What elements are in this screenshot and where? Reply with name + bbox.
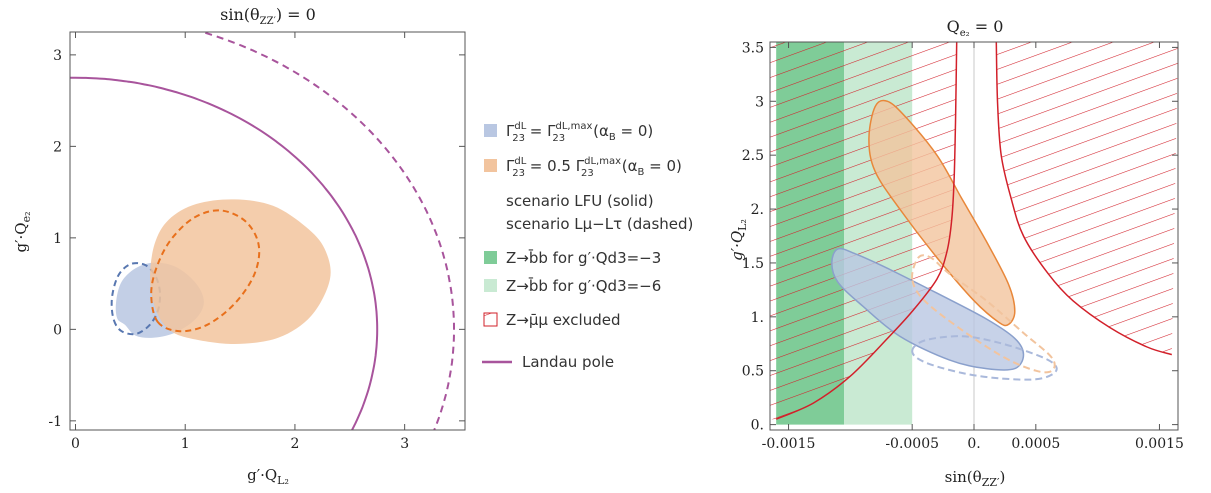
left-ylabel-sub: e₂ <box>20 212 33 223</box>
legend-label-0-part-6: 23 <box>552 133 565 144</box>
left-title-main: sin(θ <box>220 5 260 24</box>
left-series-2 <box>150 199 331 344</box>
legend-label-0-part-3: = <box>525 122 547 140</box>
legend-label-1-part-5: dL,max <box>584 156 621 167</box>
right-ytick-label-6: 3 <box>755 94 764 110</box>
legend-label-1-part-6: 23 <box>581 168 594 179</box>
legend-label-0-part-9: = 0) <box>616 122 654 140</box>
legend-label-1-part-3: = 0.5 <box>525 157 576 175</box>
legend-swatch-5 <box>484 279 497 292</box>
legend-label-1: ΓdL 23 = 0.5 ΓdL,max 23 (αB = 0) <box>506 156 682 179</box>
legend-label-1-part-2: 23 <box>512 168 525 179</box>
legend-swatch-6 <box>484 313 497 326</box>
left-title-end: ) = 0 <box>276 5 316 24</box>
right-ytick-label-2: 1. <box>751 310 764 326</box>
left-ytick-label-1: 0 <box>53 322 62 338</box>
right-title-sub: e₂ <box>960 28 970 39</box>
right-title-end: = 0 <box>970 17 1004 36</box>
legend-label-1-part-7: (α <box>622 157 638 175</box>
right-xtick-label-3: 0.0005 <box>1011 436 1060 452</box>
right-title-main: Q <box>947 17 960 36</box>
right-ylabel: g′·QL₂ <box>728 219 749 261</box>
right-xtick-label-4: 0.0015 <box>1135 436 1184 452</box>
right-panel: Qe₂ = 0 -0.0015 -0.0005 0. 0.0005 0.0015 0. 0.… <box>728 17 1184 489</box>
left-xtick-label-1: 1 <box>181 436 190 452</box>
right-ytick-label-7: 3.5 <box>742 40 764 56</box>
right-excluded-right <box>996 42 1178 355</box>
legend-label-3: scenario Lμ−Lτ (dashed) <box>506 215 693 233</box>
left-ytick-label-2: 1 <box>53 231 62 247</box>
right-ytick-label-0: 0. <box>751 418 764 434</box>
right-xtick-label-2: 0. <box>967 436 980 452</box>
legend-swatch-1 <box>484 159 497 172</box>
right-ytick-label-4: 2. <box>751 202 764 218</box>
right-ytick-label-5: 2.5 <box>742 148 764 164</box>
right-ytick-label-1: 0.5 <box>742 364 764 380</box>
legend-label-0-part-5: dL,max <box>555 121 592 132</box>
legend-swatch-0 <box>484 124 497 137</box>
left-plot-area <box>10 14 454 488</box>
legend-label-0-part-2: 23 <box>512 133 525 144</box>
right-xlabel-sub: ZZ′ <box>982 476 1000 489</box>
right-xlabel: sin(θZZ′) <box>945 468 1006 489</box>
left-xlabel-sub: L₂ <box>277 474 289 487</box>
legend-label-5: Z→b̄b for g′·Qd3=−6 <box>506 276 661 295</box>
left-ylabel: g′·Qe₂ <box>12 212 33 253</box>
legend-label-0-part-7: (α <box>593 122 609 140</box>
right-xtick-label-1: -0.0005 <box>885 436 939 452</box>
left-ytick-label-4: 3 <box>53 48 62 64</box>
legend-label-0: ΓdL 23 = ΓdL,max 23 (αB = 0) <box>506 121 653 144</box>
left-xlabel: g′·QL₂ <box>247 466 289 487</box>
legend-label-6: Z→μ̄μ excluded <box>506 311 620 329</box>
left-xlabel-main: g′·Q <box>247 466 277 484</box>
left-title: sin(θZZ′) = 0 <box>220 5 316 27</box>
left-ylabel-main: g′·Q <box>12 222 30 252</box>
right-ylabel-sub: L₂ <box>736 219 749 231</box>
legend: ΓdL 23 = ΓdL,max 23 (αB = 0)ΓdL 23 = 0.5 ΓdL… <box>482 121 693 371</box>
right-xtick-label-0: -0.0015 <box>762 436 816 452</box>
left-ytick-label-3: 2 <box>53 139 62 155</box>
legend-label-2: scenario LFU (solid) <box>506 192 654 210</box>
right-title: Qe₂ = 0 <box>947 17 1004 39</box>
right-ylabel-main: g′·Q <box>728 231 746 261</box>
right-xlabel-main: sin(θ <box>945 468 982 486</box>
right-plot-area <box>770 42 1178 430</box>
left-xtick-label-0: 0 <box>71 436 80 452</box>
legend-label-7: Landau pole <box>522 353 614 371</box>
right-xlabel-end: ) <box>999 468 1005 486</box>
left-ytick-label-0: -1 <box>48 414 62 430</box>
legend-label-4: Z→b̄b for g′·Qd3=−3 <box>506 248 661 267</box>
left-xtick-label-2: 2 <box>290 436 299 452</box>
left-title-sub: ZZ′ <box>260 16 277 27</box>
legend-swatch-4 <box>484 251 497 264</box>
left-xtick-label-3: 3 <box>400 436 409 452</box>
legend-label-1-part-9: = 0) <box>644 157 682 175</box>
